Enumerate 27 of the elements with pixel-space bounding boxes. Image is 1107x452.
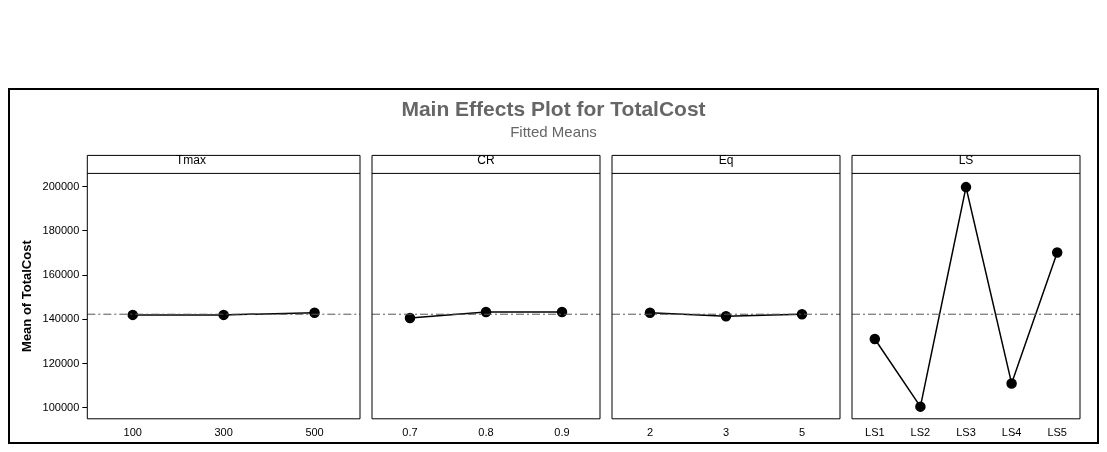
x-tick-label: 100 [123, 426, 142, 439]
chart-title: LS [958, 152, 974, 167]
x-tick-label: 0.8 [478, 426, 494, 439]
y-tick-label: 140000 [42, 312, 80, 325]
y-tick-label: 180000 [42, 223, 80, 236]
x-tick-label: LS4 [1001, 426, 1022, 439]
x-tick-label: 3 [722, 426, 730, 439]
x-tick-label: LS1 [865, 426, 885, 439]
x-tick-label: LS5 [1047, 426, 1067, 439]
y-axis-title: Mean of TotalCost [19, 239, 35, 352]
chart-title: CR [477, 152, 495, 167]
x-tick-label: 2 [646, 426, 654, 439]
x-tick-label: 300 [214, 426, 233, 439]
chart-title: Eq [718, 152, 734, 167]
text: Fitted Means [509, 122, 598, 142]
text: Main Effects Plot for TotalCost [400, 96, 707, 122]
y-tick-label: 100000 [42, 400, 80, 413]
x-tick-label: LS2 [910, 426, 931, 439]
x-tick-label: LS3 [956, 426, 976, 439]
y-tick-label: 120000 [42, 356, 80, 369]
x-tick-label: 0.9 [554, 426, 570, 439]
x-tick-label: 500 [305, 426, 324, 439]
x-tick-label: 0.7 [402, 426, 418, 439]
chart-title: Tmax [176, 152, 206, 167]
y-tick-label: 160000 [42, 268, 80, 281]
x-tick-label: 5 [798, 426, 806, 439]
y-tick-label: 200000 [42, 179, 80, 192]
